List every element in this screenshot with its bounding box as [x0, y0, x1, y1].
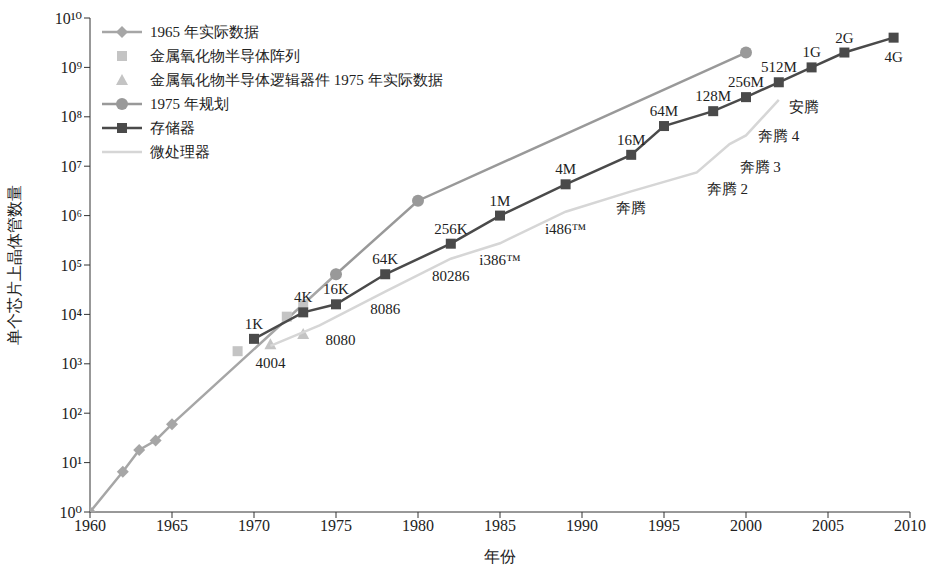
svg-text:256K: 256K: [434, 221, 468, 237]
svg-text:1965: 1965: [156, 517, 188, 534]
svg-text:256M: 256M: [728, 74, 764, 90]
svg-text:1960: 1960: [74, 517, 106, 535]
svg-text:4004: 4004: [255, 355, 286, 371]
svg-text:1K: 1K: [245, 316, 264, 332]
svg-text:年份: 年份: [484, 548, 516, 565]
svg-text:1990: 1990: [566, 517, 598, 534]
svg-text:2010: 2010: [894, 517, 926, 534]
svg-text:10⁴: 10⁴: [60, 306, 82, 323]
svg-text:i386™: i386™: [479, 252, 521, 268]
html-text:1965 年实际数据: 1965 年实际数据: [150, 23, 259, 40]
svg-text:16K: 16K: [323, 281, 349, 297]
svg-text:10⁵: 10⁵: [60, 257, 82, 274]
svg-text:8080: 8080: [326, 332, 356, 348]
svg-text:单个芯片上晶体管数量: 单个芯片上晶体管数量: [6, 185, 23, 345]
svg-text:64M: 64M: [650, 103, 678, 119]
svg-text:奔腾 2: 奔腾 2: [707, 181, 748, 197]
svg-text:8086: 8086: [370, 301, 401, 317]
svg-text:1995: 1995: [648, 517, 680, 534]
svg-text:奔腾: 奔腾: [616, 200, 646, 216]
svg-text:奔腾 3: 奔腾 3: [740, 159, 781, 175]
svg-text:4G: 4G: [884, 49, 903, 65]
html-text:金属氧化物半导体阵列: 金属氧化物半导体阵列: [150, 47, 300, 64]
svg-text:2005: 2005: [812, 517, 844, 534]
svg-text:安腾: 安腾: [789, 99, 819, 115]
svg-text:4M: 4M: [555, 161, 576, 177]
svg-text:128M: 128M: [695, 88, 731, 104]
svg-text:16M: 16M: [617, 132, 645, 148]
html-text:存储器: 存储器: [150, 119, 195, 136]
svg-text:10⁸: 10⁸: [60, 108, 82, 125]
svg-text:10⁷: 10⁷: [60, 158, 82, 175]
html-text:1975 年规划: 1975 年规划: [150, 95, 229, 112]
svg-text:10¹⁰: 10¹⁰: [55, 10, 82, 27]
svg-text:2000: 2000: [730, 517, 762, 534]
svg-text:i486™: i486™: [545, 221, 587, 237]
svg-text:10⁰: 10⁰: [60, 504, 82, 521]
html-text:微处理器: 微处理器: [150, 143, 210, 160]
svg-text:1970: 1970: [238, 517, 270, 534]
svg-text:1985: 1985: [484, 517, 516, 534]
svg-text:4K: 4K: [294, 289, 313, 305]
svg-text:10¹: 10¹: [61, 454, 82, 471]
svg-text:80286: 80286: [432, 268, 470, 284]
svg-text:奔腾 4: 奔腾 4: [758, 128, 800, 144]
svg-text:10³: 10³: [61, 355, 82, 372]
svg-text:1G: 1G: [802, 44, 821, 60]
svg-text:10⁹: 10⁹: [60, 59, 82, 76]
svg-text:10²: 10²: [61, 405, 82, 422]
svg-text:1975: 1975: [320, 517, 352, 534]
svg-text:1980: 1980: [402, 517, 434, 534]
svg-text:512M: 512M: [761, 59, 797, 75]
svg-text:64K: 64K: [372, 251, 398, 267]
svg-text:1M: 1M: [490, 193, 511, 209]
html-text:金属氧化物半导体逻辑器件 1975 年实际数据: 金属氧化物半导体逻辑器件 1975 年实际数据: [150, 71, 443, 88]
svg-text:10⁶: 10⁶: [60, 207, 82, 224]
svg-text:2G: 2G: [835, 30, 854, 46]
